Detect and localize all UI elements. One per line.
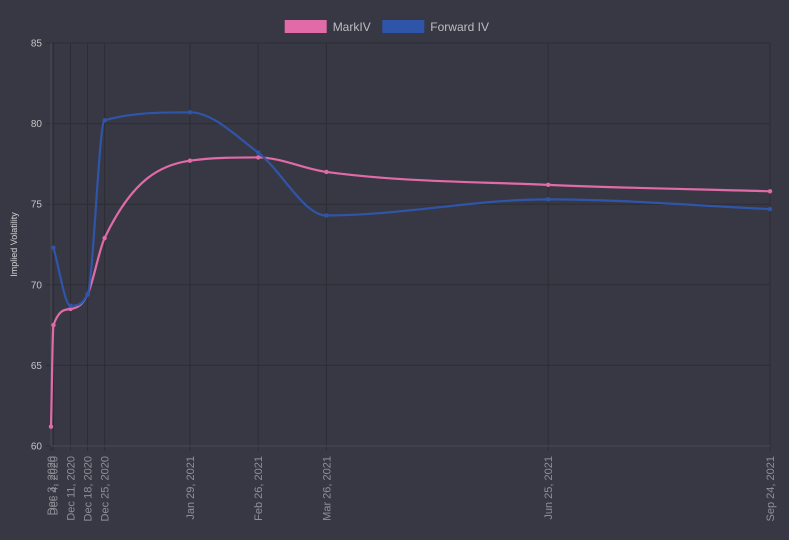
data-point-markiv[interactable] <box>767 189 773 194</box>
data-point-markiv[interactable] <box>546 182 551 188</box>
data-point-markiv[interactable] <box>102 235 107 241</box>
legend[interactable]: MarkIV Forward IV <box>284 20 489 34</box>
x-tick-label: Jun 25, 2021 <box>543 456 555 520</box>
data-point-forward-iv[interactable] <box>324 213 329 218</box>
data-point-markiv[interactable] <box>51 322 56 328</box>
series-markiv <box>48 155 773 429</box>
legend-item-forward-iv[interactable]: Forward IV <box>382 20 489 34</box>
legend-swatch-markiv <box>284 20 327 33</box>
grid <box>46 42 771 451</box>
y-axis-title: Implied Volatility <box>9 212 19 277</box>
x-tick-label: Sep 24, 2021 <box>765 456 777 521</box>
y-tick-label: 85 <box>31 39 43 50</box>
y-tick-label: 60 <box>31 442 43 453</box>
series-forward-iv <box>51 110 773 308</box>
x-tick-label: Dec 18, 2020 <box>83 456 95 521</box>
x-tick-label: Dec 3, 2020 <box>46 456 58 515</box>
x-tick-label: Jan 29, 2021 <box>185 456 197 520</box>
data-point-forward-iv[interactable] <box>51 245 56 250</box>
data-point-forward-iv[interactable] <box>85 292 90 297</box>
data-point-markiv[interactable] <box>324 169 329 175</box>
x-tick-label: Dec 25, 2020 <box>100 456 112 521</box>
data-point-forward-iv[interactable] <box>68 303 73 308</box>
x-tick-label: Dec 4, 2020 <box>48 456 60 515</box>
series-line-forward-iv <box>52 111 772 307</box>
data-point-forward-iv[interactable] <box>255 150 261 155</box>
series-line-markiv <box>49 156 772 428</box>
y-tick-label: 80 <box>31 119 43 130</box>
x-tick-label: Feb 26, 2021 <box>253 456 265 521</box>
legend-label-forward-iv: Forward IV <box>430 20 489 34</box>
data-point-forward-iv[interactable] <box>767 206 773 212</box>
series <box>48 110 773 429</box>
data-point-markiv[interactable] <box>68 306 73 312</box>
x-tick-label: Dec 11, 2020 <box>65 456 77 521</box>
y-tick-label: 65 <box>31 361 43 372</box>
data-point-markiv[interactable] <box>255 155 261 160</box>
legend-item-markiv[interactable]: MarkIV <box>284 20 371 34</box>
x-tick-label: Mar 26, 2021 <box>321 456 333 521</box>
y-tick-label: 70 <box>31 280 43 291</box>
data-point-forward-iv[interactable] <box>546 197 551 202</box>
data-point-markiv[interactable] <box>187 158 193 163</box>
legend-label-markiv: MarkIV <box>333 20 371 34</box>
axes: Implied Volatility 60 65 70 75 80 85 Dec 3, 20… <box>9 39 777 522</box>
legend-swatch-forward-iv <box>382 20 425 33</box>
data-point-markiv[interactable] <box>48 424 54 429</box>
data-point-forward-iv[interactable] <box>102 118 107 123</box>
data-point-forward-iv[interactable] <box>187 110 193 115</box>
y-tick-label: 75 <box>31 200 43 211</box>
